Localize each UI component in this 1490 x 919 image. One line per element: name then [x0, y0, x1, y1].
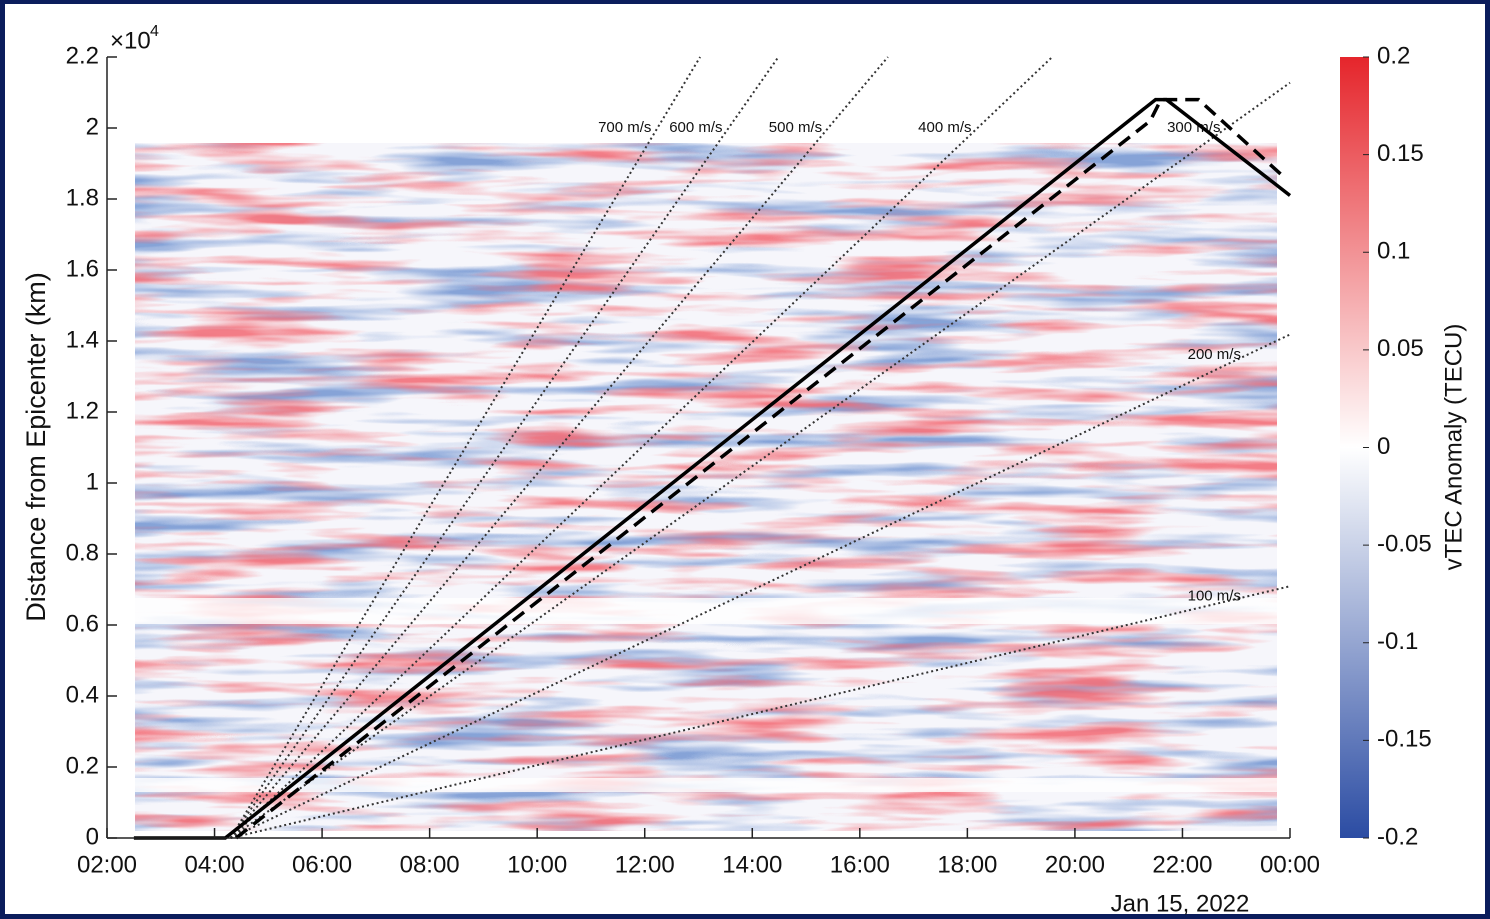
- colorbar-tick-label: -0.05: [1377, 530, 1432, 557]
- speed-label: 600 m/s: [669, 119, 722, 136]
- speed-line: [230, 333, 1291, 839]
- speed-label: 500 m/s: [769, 119, 822, 136]
- y-tick-label: 0: [86, 823, 99, 850]
- x-tick-label: 10:00: [507, 851, 567, 878]
- y-tick-label: 0.8: [66, 539, 99, 566]
- y-scale-exponent: 4: [150, 23, 159, 40]
- y-scale-base: ×10: [110, 27, 151, 54]
- x-tick-label: 04:00: [185, 851, 245, 878]
- y-tick-label: 0.4: [66, 681, 99, 708]
- colorbar-tick-label: 0.05: [1377, 335, 1424, 362]
- x-date-label: Jan 15, 2022: [1111, 890, 1250, 917]
- speed-line: [229, 56, 780, 839]
- x-tick-label: 22:00: [1152, 851, 1212, 878]
- y-tick-label: 0.6: [66, 610, 99, 637]
- y-tick-label: 1.4: [66, 326, 99, 353]
- wavefront-line: [234, 97, 1286, 840]
- speed-label: 200 m/s: [1188, 346, 1241, 363]
- speed-line: [230, 81, 1291, 839]
- speed-label: 700 m/s: [598, 119, 651, 136]
- speed-line: [230, 585, 1291, 839]
- y-tick-label: 2: [86, 113, 99, 140]
- colorbar-tick-label: 0.15: [1377, 140, 1424, 167]
- speed-line: [229, 56, 1053, 839]
- y-tick-label: 1: [86, 468, 99, 495]
- colorbar-tick-label: 0: [1377, 433, 1390, 460]
- y-tick-label: 1.2: [66, 397, 99, 424]
- x-tick-label: 00:00: [1260, 851, 1320, 878]
- y-tick-label: 1.8: [66, 184, 99, 211]
- speed-label: 100 m/s: [1188, 587, 1241, 604]
- x-tick-label: 14:00: [722, 851, 782, 878]
- y-tick-label: 0.2: [66, 752, 99, 779]
- y-tick-label: 1.6: [66, 255, 99, 282]
- colorbar-tick-label: -0.15: [1377, 726, 1432, 753]
- x-tick-label: 12:00: [615, 851, 675, 878]
- speed-label: 400 m/s: [918, 119, 971, 136]
- y-axis-label: Distance from Epicenter (km): [21, 272, 51, 622]
- colorbar-tick-label: 0.1: [1377, 238, 1410, 265]
- colorbar-label: vTEC Anomaly (TECU): [1440, 324, 1467, 571]
- x-tick-label: 18:00: [937, 851, 997, 878]
- y-tick-label: 2.2: [66, 42, 99, 69]
- colorbar-tick-label: -0.1: [1377, 628, 1418, 655]
- x-tick-label: 16:00: [830, 851, 890, 878]
- x-tick-label: 06:00: [292, 851, 352, 878]
- anomaly-texture: [135, 143, 1277, 831]
- speed-line: [229, 56, 701, 839]
- x-tick-label: 20:00: [1045, 851, 1105, 878]
- speed-line: [229, 56, 889, 839]
- x-tick-label: 08:00: [400, 851, 460, 878]
- colorbar-tick-label: 0.2: [1377, 42, 1410, 69]
- colorbar-tick-label: -0.2: [1377, 823, 1418, 850]
- x-tick-label: 02:00: [77, 851, 137, 878]
